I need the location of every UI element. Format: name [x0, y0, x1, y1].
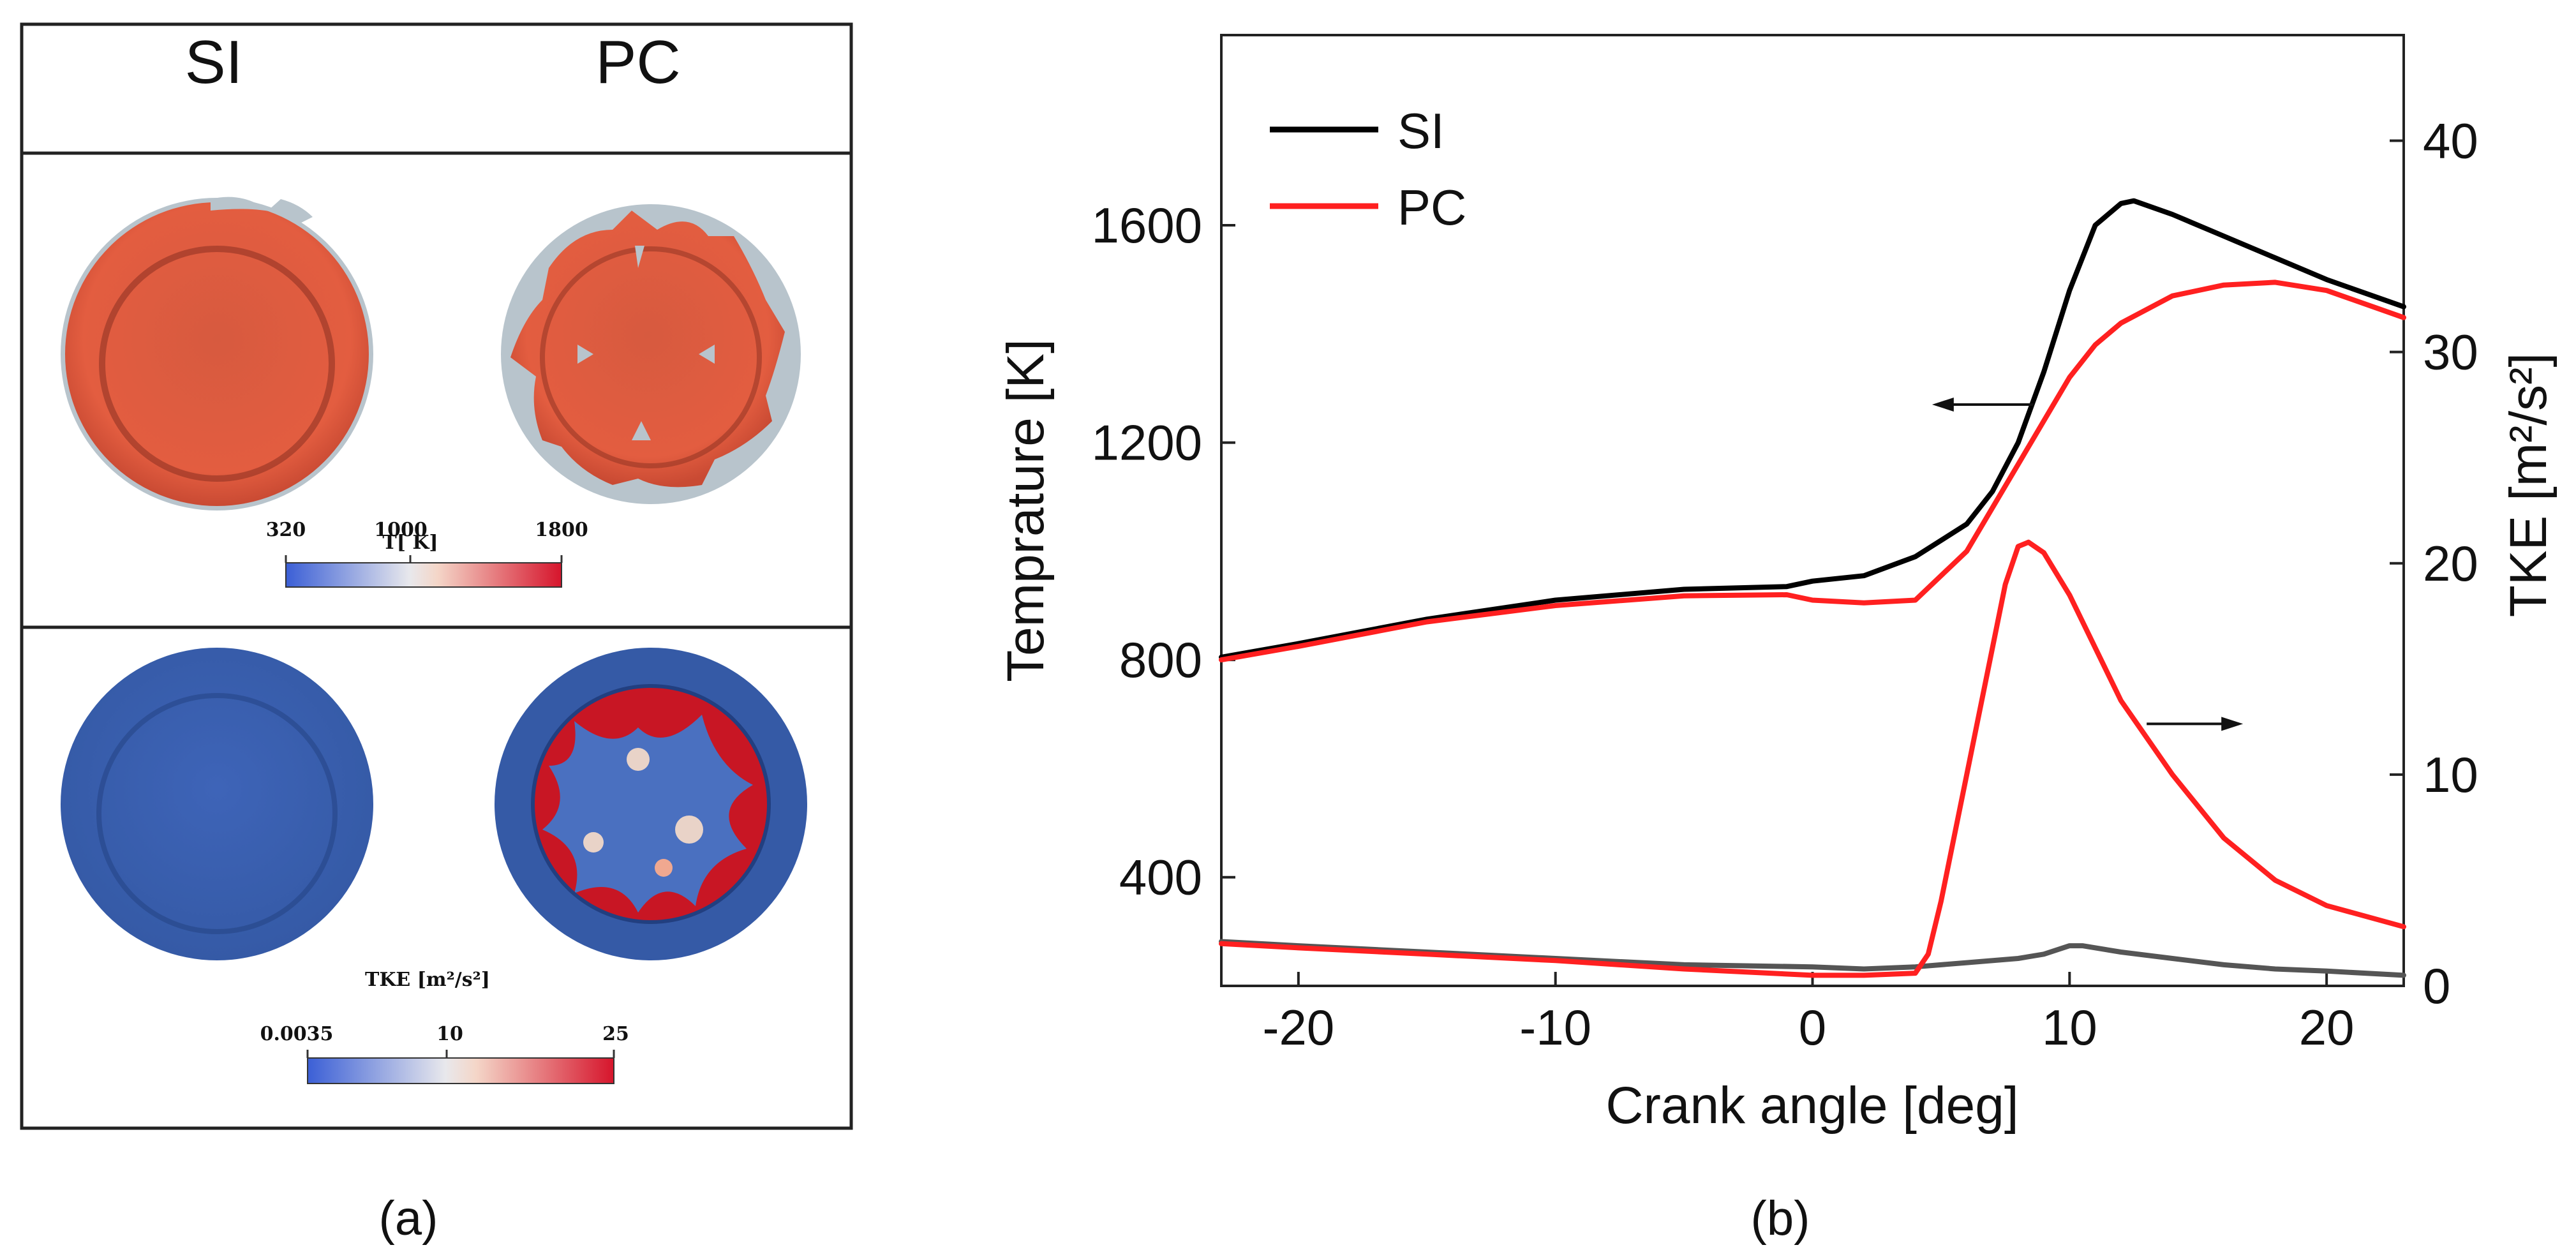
tke-colorbar-tick-min: 0.0035 — [260, 1023, 334, 1045]
panel-a-simulation-fields: SI PC T[ K] 320 1000 1800 — [20, 22, 853, 1246]
panel-b-line-chart: -20 -10 0 10 20 400 800 1200 1600 0 10 20 30 40 Cra… — [997, 34, 2557, 1246]
legend-label-si: SI — [1397, 103, 1445, 159]
series-line-pc — [1219, 279, 2406, 663]
series-line-si — [1219, 198, 2406, 660]
pc-temperature-field — [501, 204, 801, 504]
panel-a-frame — [20, 22, 853, 1130]
y-axis-label: Temprature [K] — [997, 339, 1055, 682]
y-tick-label: 1600 — [1091, 197, 1202, 253]
column-label-si: SI — [185, 28, 243, 96]
panel-a-caption: (a) — [379, 1191, 438, 1246]
x-tick-label: -10 — [1519, 999, 1591, 1055]
pc-tke-field — [495, 648, 807, 960]
y2-axis-label: TKE [m²/s²] — [2499, 353, 2557, 618]
y2-tick-label: 0 — [2423, 958, 2450, 1014]
temperature-colorbar-tick-mid: 1000 — [374, 519, 428, 541]
y-tick-label: 400 — [1119, 849, 1202, 905]
tke-axis-arrow — [2147, 717, 2244, 731]
y2-tick-label: 40 — [2423, 113, 2478, 169]
temperature-colorbar-tick-min: 320 — [266, 519, 306, 541]
temperature-axis-arrow — [1932, 397, 2034, 412]
temperature-colorbar-tick-max: 1800 — [535, 519, 588, 541]
tke-colorbar-tick-max: 25 — [602, 1023, 629, 1045]
series-line-pc-tke — [1219, 539, 2406, 978]
y-tick-label: 800 — [1119, 632, 1202, 688]
tke-colorbar-title: TKE [m²/s²] — [365, 969, 490, 991]
column-label-pc: PC — [595, 28, 680, 96]
si-temperature-field — [61, 197, 373, 510]
x-tick-label: 20 — [2299, 999, 2355, 1055]
x-axis-ticks: -20 -10 0 10 20 — [1262, 972, 2355, 1055]
tke-colorbar: TKE [m²/s²] 0.0035 10 25 — [260, 969, 629, 1084]
x-tick-label: -20 — [1262, 999, 1334, 1055]
chart-series — [1219, 198, 2406, 978]
x-axis-label: Crank angle [deg] — [1605, 1076, 2018, 1135]
y2-tick-label: 10 — [2423, 747, 2478, 803]
temperature-colorbar-gradient — [285, 562, 562, 588]
y-tick-label: 1200 — [1091, 415, 1202, 471]
si-tke-field — [61, 648, 373, 960]
x-tick-label: 10 — [2042, 999, 2097, 1055]
series-line-si-tke — [1219, 939, 2406, 978]
tke-colorbar-tick-mid: 10 — [436, 1023, 463, 1045]
legend: SI PC — [1270, 103, 1466, 235]
panel-b-caption: (b) — [1751, 1191, 1810, 1246]
legend-label-pc: PC — [1397, 179, 1466, 235]
x-tick-label: 0 — [1799, 999, 1826, 1055]
temperature-colorbar: T[ K] 320 1000 1800 — [266, 519, 588, 588]
y2-tick-label: 30 — [2423, 324, 2478, 380]
tke-colorbar-gradient — [307, 1057, 614, 1084]
axis-arrows — [1932, 397, 2244, 731]
y2-axis-ticks: 0 10 20 30 40 — [2390, 113, 2478, 1014]
y-axis-ticks: 400 800 1200 1600 — [1091, 197, 1235, 905]
temperature-colorbar-title: T[ K] — [382, 532, 438, 554]
y2-tick-label: 20 — [2423, 535, 2478, 592]
